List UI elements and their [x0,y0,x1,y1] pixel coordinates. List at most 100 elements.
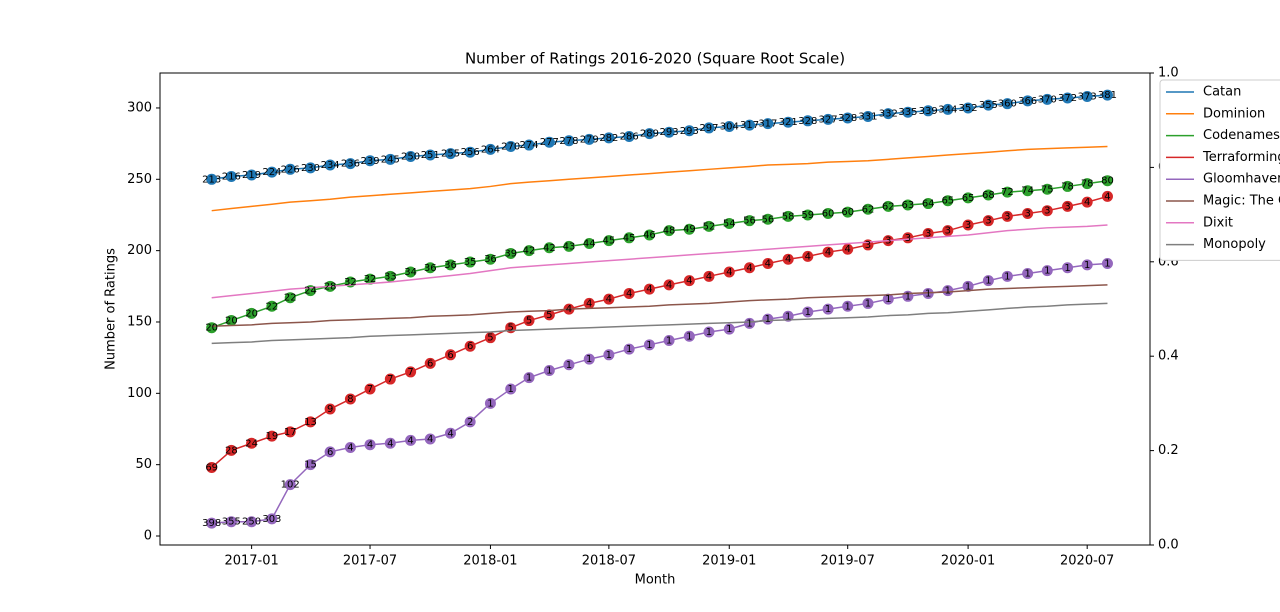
plot-frame [159,72,1151,546]
point-label: 60 [822,209,835,220]
point-label: 250 [401,151,420,162]
point-label: 7 [387,374,393,385]
point [364,273,376,285]
point-label: 1 [706,327,712,338]
point [246,307,258,319]
point [304,416,316,428]
y2-tick-label: 0.0 [1158,538,1179,553]
point-label: 4 [407,435,413,446]
point-label: 1 [606,350,612,361]
point [782,210,794,222]
point [405,150,417,162]
point-label: 1 [487,398,493,409]
point [703,270,715,282]
point [623,287,635,299]
legend-label: Gloomhaven [1203,172,1280,187]
point-label: 28 [225,445,238,456]
x-tick-label: 2019-01 [702,554,756,569]
point-label: 46 [643,230,656,241]
point-label: 63 [902,200,915,211]
point-label: 1 [1004,271,1010,282]
point-label: 4 [825,247,831,258]
point [523,139,535,151]
point-label: 74 [1021,186,1034,197]
point [543,242,555,254]
point-label: 370 [1038,94,1057,105]
point [266,513,278,525]
point [603,132,615,144]
point-label: 42 [523,246,536,257]
point [1001,270,1013,282]
point-label: 4 [686,276,692,287]
point-label: 1 [1044,266,1050,277]
legend-label: Magic: The Gathering [1203,194,1280,209]
y-tick-label: 250 [127,172,152,187]
point [942,285,954,297]
series-line [211,262,1108,524]
point-label: 2 [467,417,473,428]
point-label: 7 [367,384,373,395]
point [922,105,934,117]
point [563,359,575,371]
point-label: 219 [242,170,261,181]
point-label: 78 [1061,181,1074,192]
series-line [211,94,1108,181]
x-tick-label: 2017-01 [224,554,278,569]
point [484,143,496,155]
x-axis-label: Month [635,573,676,588]
point [1022,208,1034,220]
point [603,293,615,305]
point-label: 216 [222,171,241,182]
series-line [211,195,1108,469]
point [1041,205,1053,217]
point [464,340,476,352]
point-label: 1 [805,307,811,318]
point-label: 24 [304,286,317,297]
point [802,250,814,262]
point [424,433,436,445]
point [982,99,994,111]
point-label: 4 [606,294,612,305]
point-label: 355 [222,517,241,528]
point-label: 264 [481,144,500,155]
point-label: 1 [508,384,514,395]
point [922,198,934,210]
point [822,113,834,125]
point [942,103,954,115]
point-label: 255 [441,149,460,160]
point [703,122,715,134]
point [842,206,854,218]
point-label: 54 [723,219,736,230]
point-label: 48 [663,226,676,237]
point [862,203,874,215]
point [862,297,874,309]
point-label: 352 [959,103,978,114]
point [364,383,376,395]
chart-title: Number of Ratings 2016-2020 (Square Root… [465,50,845,68]
point-label: 239 [360,156,379,167]
point-label: 1 [546,365,552,376]
point [1081,178,1093,190]
point [284,479,296,491]
point-label: 32 [344,277,357,288]
point-label: 45 [623,233,636,244]
point [384,270,396,282]
point-label: 335 [898,107,917,118]
point-label: 328 [838,113,857,124]
point-label: 4 [726,267,732,278]
point [1062,92,1074,104]
point [1081,196,1093,208]
point [1041,93,1053,105]
point-label: 3 [1024,209,1030,220]
point [1001,210,1013,222]
point [523,315,535,327]
point [762,257,774,269]
point [225,170,237,182]
point-label: 1 [586,354,592,365]
point-label: 4 [1104,191,1110,202]
x-tick-label: 2019-07 [821,554,875,569]
point [1022,267,1034,279]
point [206,517,218,529]
point-label: 293 [680,126,699,137]
